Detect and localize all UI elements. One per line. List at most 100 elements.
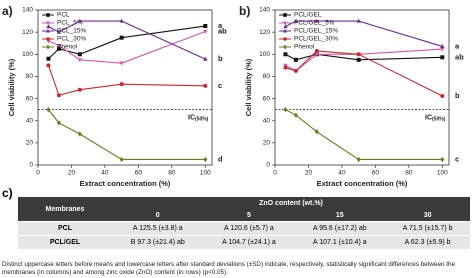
y-tick-label: 0 (29, 162, 33, 169)
point (440, 156, 445, 163)
cell: A 62.3 (±5.9) b (385, 235, 470, 249)
x-tick-label: 80 (168, 170, 176, 177)
point (440, 44, 445, 49)
threshold-label: IC(50%) (425, 114, 446, 122)
cell: A 104.7 (±24.1) a (203, 235, 295, 249)
significance-label: b (218, 54, 223, 63)
threshold-label: IC(50%) (188, 114, 209, 122)
chart-b: b) 0 20 40 60 80 100 120 140 0 20 40 60 80 100 Extract … (239, 4, 464, 188)
cell: A 125.5 (±3.8) a (112, 221, 204, 236)
point (77, 58, 83, 63)
y-tick-label: 80 (263, 73, 271, 80)
y-tick-label: 120 (22, 29, 33, 36)
point (293, 18, 299, 23)
plot-frame (274, 9, 450, 166)
point (440, 55, 445, 60)
point (46, 28, 50, 33)
x-tick-label: 0 (273, 170, 277, 177)
series-line (285, 109, 443, 161)
point (119, 82, 124, 87)
point (356, 57, 361, 62)
series (283, 18, 445, 49)
point (203, 56, 208, 61)
point (56, 46, 61, 51)
series (283, 107, 445, 163)
significance-label: c (455, 154, 459, 163)
cell: B 97.3 (±21.4) ab (112, 235, 204, 249)
point (203, 24, 208, 29)
point (77, 87, 82, 92)
legend-label: PCL/GEL_15% (294, 28, 338, 35)
cell: A 107.1 (±10.4) a (294, 235, 386, 249)
significance-label: a (455, 41, 460, 50)
point (283, 44, 287, 50)
legend-label: Phenol (294, 44, 315, 51)
point (440, 94, 445, 99)
y-tick-label: 40 (26, 117, 34, 124)
y-tick-label: 100 (259, 51, 270, 58)
point (314, 52, 320, 57)
x-tick-label: 60 (372, 170, 380, 177)
results-table: Membranes ZnO content (wt.%) 0 5 15 30 PCL A… (18, 197, 470, 249)
legend-label: PCL/GEL_30% (294, 36, 338, 43)
y-tick-label: 120 (259, 29, 270, 36)
x-axis-label: Extract concentration (%) (317, 179, 408, 188)
y-tick-label: 140 (259, 7, 270, 14)
x-tick-label: 20 (68, 170, 76, 177)
caption: Distinct uppercase letters before means … (2, 261, 455, 276)
legend-label: PCL/GEL (294, 12, 322, 19)
threshold-label-main: IC (188, 114, 195, 121)
y-axis-label: Cell viability (%) (244, 58, 253, 116)
point (283, 65, 288, 70)
point (46, 24, 51, 29)
y-tick-label: 140 (22, 7, 33, 14)
x-tick-label: 100 (200, 170, 211, 177)
table-header: Membranes (18, 197, 112, 222)
panel-label: a) (2, 4, 13, 18)
point (119, 61, 124, 66)
cell: A 71.5 (±15.7) b (385, 221, 470, 236)
point (314, 18, 320, 23)
significance-label: c (218, 81, 222, 90)
point (203, 83, 208, 88)
significance-label: d (218, 154, 223, 163)
point (293, 68, 298, 73)
legend-label: PCL_15% (57, 28, 86, 35)
x-tick-label: 20 (305, 170, 313, 177)
point (77, 18, 83, 23)
y-tick-label: 60 (263, 95, 271, 102)
table-row: PCL/GEL B 97.3 (±21.4) ab A 104.7 (±24.1) … (18, 235, 470, 249)
significance-label: b (455, 91, 460, 100)
panel-label: b) (239, 4, 250, 18)
legend-label: PCL/GEL_5% (294, 20, 335, 27)
point (293, 57, 298, 62)
column-header: 15 (294, 209, 386, 222)
point (46, 56, 51, 61)
significance-label: ab (455, 52, 464, 61)
column-header: 5 (203, 209, 295, 222)
threshold-label-sub: (50%) (432, 117, 446, 123)
point (293, 112, 298, 118)
point (56, 120, 61, 126)
y-tick-label: 40 (263, 117, 271, 124)
series (46, 107, 208, 163)
legend-label: PCL (57, 12, 70, 19)
point (283, 13, 287, 17)
x-tick-label: 80 (405, 170, 413, 177)
point (314, 48, 319, 53)
y-tick-label: 20 (26, 140, 34, 147)
point (356, 156, 361, 163)
point (356, 52, 361, 57)
point (77, 131, 82, 137)
y-tick-label: 0 (266, 162, 270, 169)
x-tick-label: 60 (135, 170, 143, 177)
cell: A 120.6 (±5.7) a (203, 221, 295, 236)
point (283, 21, 287, 26)
x-tick-label: 40 (338, 170, 346, 177)
column-header: 0 (112, 209, 204, 222)
point (46, 44, 50, 50)
series (46, 18, 208, 61)
point (46, 13, 50, 17)
cell: A 95.6 (±17.2) ab (294, 221, 386, 236)
